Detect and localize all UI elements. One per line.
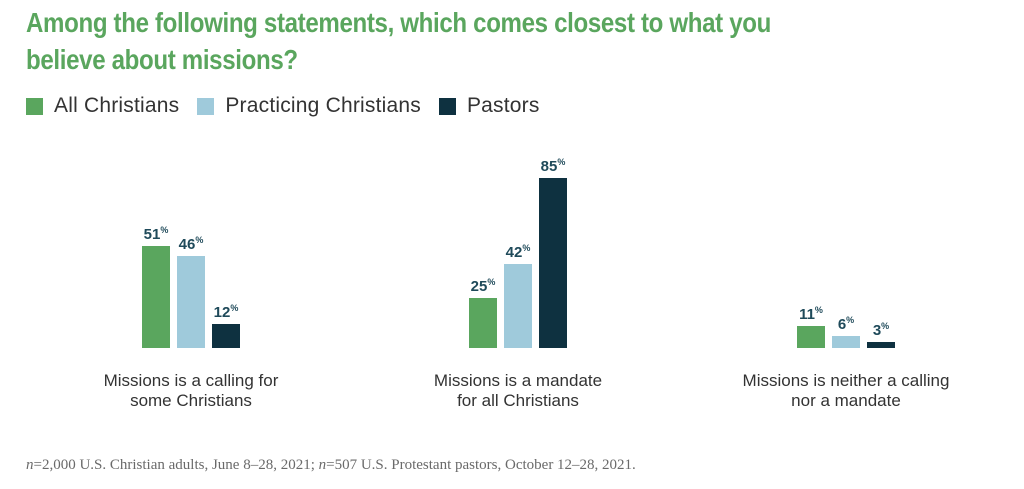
legend-swatch-all-christians: [26, 97, 43, 115]
legend-label-pastors: Pastors: [466, 94, 540, 117]
footnote-n-symbol: n: [318, 457, 327, 473]
category-label-1: Missions is a calling for some Christians: [104, 371, 279, 410]
data-label-practicing-christians-group-2: 42%: [506, 243, 531, 261]
bar-all-christians-group-2: [469, 298, 497, 348]
data-label-pastors-group-1: 12%: [214, 303, 239, 321]
bar-pastors-group-1: [212, 324, 240, 348]
legend-item-all-christians: All Christians: [26, 94, 179, 118]
legend-label-practicing-christians: Practicing Christians: [225, 94, 421, 117]
bar-pastors-group-2: [539, 178, 567, 348]
bar-all-christians-group-3: [797, 326, 825, 348]
data-label-practicing-christians-group-3: 6%: [838, 315, 854, 333]
category-label-2: Missions is a mandate for all Christians: [434, 371, 602, 410]
bar-practicing-christians-group-1: [177, 256, 205, 348]
chart-title: Among the following statements, which co…: [26, 7, 771, 75]
data-label-practicing-christians-group-1: 46%: [179, 235, 204, 253]
footnote: n=2,000 U.S. Christian adults, June 8–28…: [26, 457, 636, 474]
data-label-pastors-group-2: 85%: [541, 157, 566, 175]
footnote-sample-adults: =2,000 U.S. Christian adults, June 8–28,…: [33, 457, 319, 473]
footnote-sample-pastors: =507 U.S. Protestant pastors, October 12…: [326, 457, 636, 473]
bar-pastors-group-3: [867, 342, 895, 348]
chart-legend: All Christians Practicing Christians Pas…: [26, 92, 558, 120]
legend-label-all-christians: All Christians: [54, 94, 180, 117]
data-label-all-christians-group-3: 11%: [799, 305, 823, 323]
bar-chart: 51% 46% 12% Missions is a calling for some C…: [104, 157, 950, 410]
data-label-pastors-group-3: 3%: [873, 321, 889, 339]
legend-swatch-pastors: [438, 97, 456, 115]
footnote-n-symbol: n: [26, 457, 34, 473]
data-label-all-christians-group-2: 25%: [471, 277, 496, 295]
bar-practicing-christians-group-2: [504, 264, 532, 348]
category-label-3: Missions is neither a calling nor a manda…: [743, 371, 950, 410]
legend-item-practicing-christians: Practicing Christians: [197, 94, 421, 118]
bar-practicing-christians-group-3: [832, 336, 860, 348]
data-label-all-christians-group-1: 51%: [144, 225, 169, 243]
legend-item-pastors: Pastors: [438, 94, 540, 118]
legend-swatch-practicing-christians: [197, 97, 215, 115]
bar-all-christians-group-1: [142, 246, 170, 348]
